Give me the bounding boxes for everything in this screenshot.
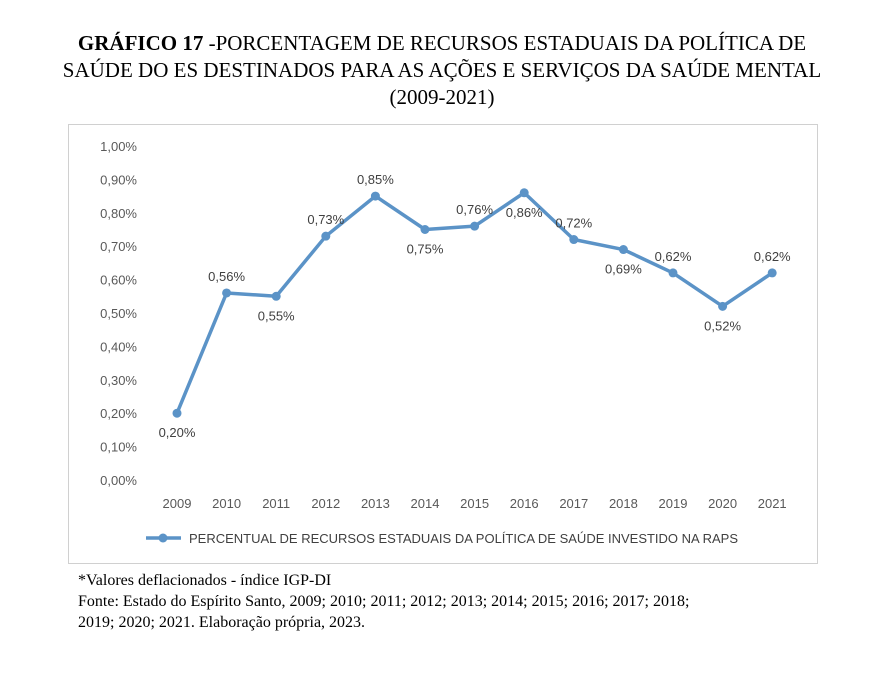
y-tick-label: 0,90% (100, 172, 137, 187)
x-tick-label: 2018 (609, 496, 638, 511)
x-tick-label: 2009 (163, 496, 192, 511)
y-tick-label: 0,00% (100, 473, 137, 488)
x-tick-label: 2021 (758, 496, 787, 511)
title-line-2: SAÚDE DO ES DESTINADOS PARA AS AÇÕES E S… (62, 58, 822, 82)
data-label: 0,69% (605, 262, 642, 277)
data-point (618, 245, 628, 255)
data-label: 0,73% (307, 212, 344, 227)
y-tick-label: 0,70% (100, 239, 137, 254)
data-point (321, 231, 331, 241)
title-text-1: -PORCENTAGEM DE RECURSOS ESTADUAIS DA PO… (203, 31, 807, 55)
y-axis: 0,00% 0,10% 0,20% 0,30% 0,40% 0,50% 0,60% 0,70%… (100, 139, 137, 488)
data-point (370, 191, 380, 201)
data-label: 0,52% (704, 318, 741, 333)
series-group: 0,20% 0,56% 0,55% 0,73% 0,85% 0,75% 0,76% 0,86%… (159, 172, 792, 440)
x-tick-label: 2016 (510, 496, 539, 511)
data-label: 0,20% (159, 425, 196, 440)
note-source-2: 2019; 2020; 2021. Elaboração própria, 20… (78, 614, 366, 631)
y-tick-label: 0,60% (100, 273, 137, 288)
footnotes: *Valores deflacionados - índice IGP-DI F… (78, 570, 868, 633)
data-label: 0,76% (456, 202, 493, 217)
data-point (172, 408, 182, 418)
x-tick-label: 2010 (212, 496, 241, 511)
y-tick-label: 0,80% (100, 206, 137, 221)
y-tick-label: 0,30% (100, 373, 137, 388)
data-point (519, 188, 529, 198)
data-label: 0,62% (655, 249, 692, 264)
figure-number: GRÁFICO 17 (77, 31, 204, 55)
x-tick-label: 2013 (361, 496, 390, 511)
x-tick-label: 2011 (262, 496, 290, 511)
data-label: 0,72% (555, 216, 592, 231)
legend-label: PERCENTUAL DE RECURSOS ESTADUAIS DA POLÍ… (189, 531, 738, 546)
note-deflation: *Valores deflacionados - índice IGP-DI (78, 572, 332, 589)
chart-frame (68, 124, 818, 564)
x-axis: 2009 2010 2011 2012 2013 2014 2015 2016 2017 2018… (163, 496, 787, 511)
y-tick-label: 0,10% (100, 440, 137, 455)
data-point (222, 288, 232, 298)
data-point (271, 291, 281, 301)
x-tick-label: 2017 (559, 496, 588, 511)
data-point (470, 221, 480, 231)
y-tick-label: 1,00% (100, 139, 137, 154)
x-tick-label: 2012 (311, 496, 340, 511)
x-tick-label: 2020 (708, 496, 737, 511)
data-point (420, 225, 430, 234)
data-label: 0,56% (208, 269, 245, 284)
note-source-1: Fonte: Estado do Espírito Santo, 2009; 2… (78, 593, 690, 610)
legend: PERCENTUAL DE RECURSOS ESTADUAIS DA POLÍ… (146, 531, 738, 546)
data-label: 0,55% (258, 308, 295, 323)
chart-title: GRÁFICO 17 -PORCENTAGEM DE RECURSOS ESTA… (0, 30, 884, 111)
data-point (569, 235, 579, 245)
data-point (668, 268, 678, 278)
x-tick-label: 2015 (460, 496, 489, 511)
title-line-3: (2009-2021) (389, 85, 495, 109)
data-label: 0,75% (407, 242, 444, 257)
x-tick-label: 2019 (659, 496, 688, 511)
data-point (767, 268, 777, 278)
y-tick-label: 0,50% (100, 306, 137, 321)
legend-marker (158, 533, 168, 543)
y-tick-label: 0,20% (100, 406, 137, 421)
data-label: 0,62% (754, 249, 791, 264)
title-line-1: GRÁFICO 17 -PORCENTAGEM DE RECURSOS ESTA… (0, 30, 884, 57)
data-label: 0,85% (357, 172, 394, 187)
y-tick-label: 0,40% (100, 339, 137, 354)
data-label: 0,86% (506, 205, 543, 220)
data-point (718, 301, 728, 311)
x-tick-label: 2014 (411, 496, 440, 511)
